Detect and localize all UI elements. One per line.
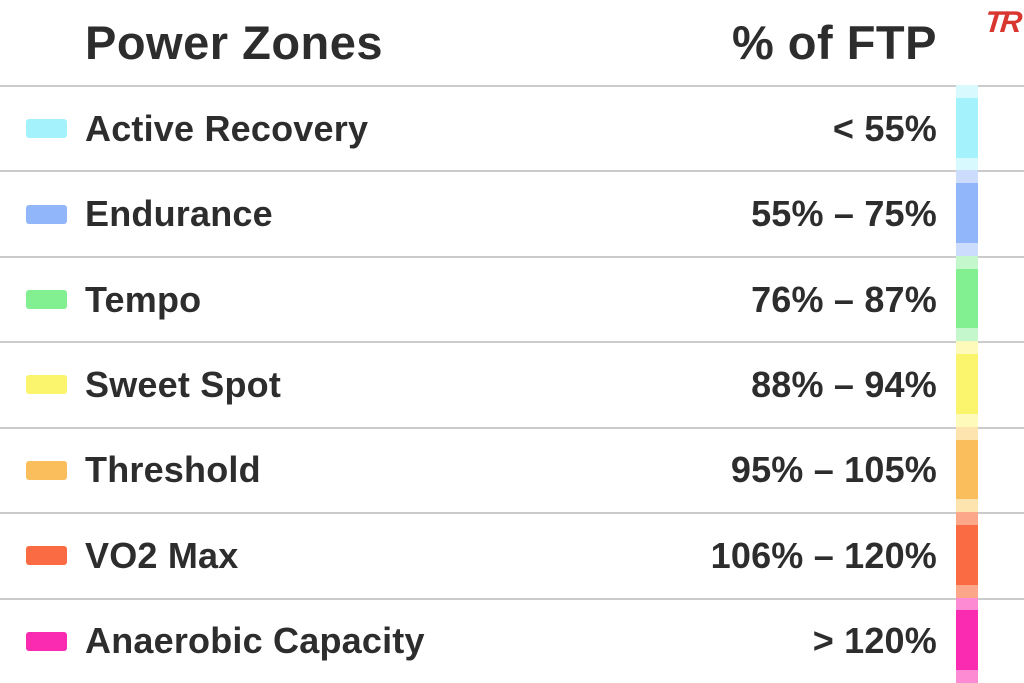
strip-band-light (956, 341, 978, 355)
zone-color-swatch (26, 546, 67, 566)
strip-band-light (956, 413, 978, 427)
zone-gradient-strip (956, 85, 978, 683)
strip-band-main (956, 439, 978, 500)
strip-band-main (956, 183, 978, 244)
strip-segment (956, 341, 978, 427)
page-title: Power Zones (85, 16, 384, 69)
zone-row-active-recovery: Active Recovery < 55% (0, 85, 1024, 171)
strip-segment (956, 85, 978, 171)
zone-row-sweet-spot: Sweet Spot 88% – 94% (0, 341, 1024, 427)
zone-rows: Active Recovery < 55% Endurance 55% – 75… (0, 85, 1024, 683)
strip-band-main (956, 268, 978, 329)
strip-band-light (956, 512, 978, 525)
strip-band-light (956, 157, 978, 171)
strip-band-light (956, 426, 978, 440)
zone-ftp-range: 106% – 120% (710, 534, 937, 576)
zone-name: Endurance (85, 193, 273, 235)
zone-name: Threshold (85, 449, 261, 491)
strip-segment (956, 170, 978, 256)
zone-ftp-range: 95% – 105% (730, 449, 937, 491)
zone-ftp-range: < 55% (832, 107, 937, 149)
zone-color-swatch (26, 290, 67, 310)
zone-name: Active Recovery (85, 107, 369, 149)
zone-ftp-range: 76% – 87% (751, 278, 937, 320)
strip-band-light (956, 85, 978, 98)
zone-color-swatch (26, 460, 67, 480)
strip-band-light (956, 670, 978, 683)
zone-name: Sweet Spot (85, 363, 282, 405)
zone-color-swatch (26, 631, 67, 651)
strip-band-light (956, 597, 978, 611)
zone-row-endurance: Endurance 55% – 75% (0, 170, 1024, 256)
strip-band-light (956, 584, 978, 598)
strip-segment (956, 255, 978, 342)
zone-name: VO2 Max (85, 534, 239, 576)
strip-band-light (956, 328, 978, 342)
zone-row-anaerobic-capacity: Anaerobic Capacity > 120% (0, 597, 1024, 683)
zone-row-tempo: Tempo 76% – 87% (0, 255, 1024, 342)
column-header-ftp: % of FTP (731, 16, 937, 69)
trainerroad-logo: TR (983, 6, 1021, 39)
strip-band-main (956, 354, 978, 414)
zone-row-threshold: Threshold 95% – 105% (0, 426, 1024, 513)
zone-name: Anaerobic Capacity (85, 620, 425, 662)
zone-name: Tempo (85, 278, 202, 320)
strip-band-main (956, 610, 978, 671)
zone-color-swatch (26, 119, 67, 139)
zone-ftp-range: 88% – 94% (751, 363, 937, 405)
strip-segment (956, 512, 978, 598)
strip-segment (956, 597, 978, 683)
table-header: Power Zones % of FTP TR (0, 0, 1024, 85)
strip-band-light (956, 243, 978, 256)
strip-band-light (956, 499, 978, 513)
strip-band-light (956, 255, 978, 269)
strip-band-main (956, 97, 978, 158)
strip-band-light (956, 170, 978, 184)
zone-ftp-range: > 120% (812, 620, 937, 662)
zone-color-swatch (26, 375, 67, 395)
zone-color-swatch (26, 204, 67, 224)
zone-row-vo2-max: VO2 Max 106% – 120% (0, 512, 1024, 598)
zone-ftp-range: 55% – 75% (751, 193, 937, 235)
strip-segment (956, 426, 978, 513)
strip-band-main (956, 524, 978, 585)
